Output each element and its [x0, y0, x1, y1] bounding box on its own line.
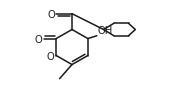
Text: OH: OH	[98, 25, 113, 35]
Text: O: O	[47, 10, 55, 19]
Text: O: O	[47, 52, 54, 61]
Text: O: O	[35, 34, 43, 44]
